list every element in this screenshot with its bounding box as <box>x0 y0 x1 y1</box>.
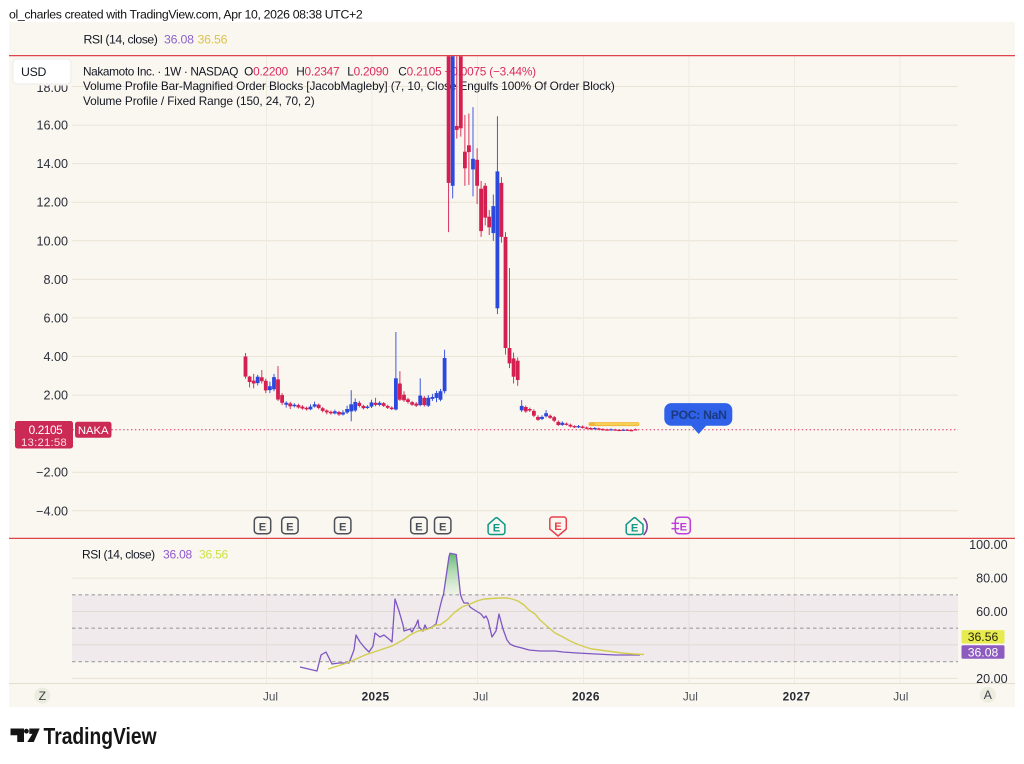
svg-text:Jul: Jul <box>473 690 488 704</box>
svg-text:Jul: Jul <box>683 690 698 704</box>
svg-text:12.00: 12.00 <box>36 196 68 210</box>
svg-text:−4.00: −4.00 <box>36 504 68 518</box>
svg-text:RSI (14, close): RSI (14, close) <box>84 33 158 47</box>
svg-text:36.08: 36.08 <box>968 645 999 659</box>
svg-text:80.00: 80.00 <box>976 572 1008 586</box>
svg-text:16.00: 16.00 <box>36 119 68 133</box>
svg-text:18.00: 18.00 <box>36 81 68 95</box>
svg-text:E: E <box>286 522 294 534</box>
svg-text:2025: 2025 <box>362 690 390 704</box>
svg-text:ol_charles created with Tradin: ol_charles created with TradingView.com,… <box>9 8 363 22</box>
svg-text:36.56: 36.56 <box>968 630 999 644</box>
svg-text:Volume Profile / Fixed Range (: Volume Profile / Fixed Range (150, 24, 7… <box>83 94 315 108</box>
svg-text:E: E <box>493 522 501 534</box>
svg-text:E: E <box>415 522 423 534</box>
svg-text:36.08: 36.08 <box>164 33 194 47</box>
svg-text:POC: NaN: POC: NaN <box>671 408 727 422</box>
svg-text:10.00: 10.00 <box>36 234 68 248</box>
svg-text:6.00: 6.00 <box>43 311 68 325</box>
svg-text:USD: USD <box>21 65 46 79</box>
svg-text:−2.00: −2.00 <box>36 466 68 480</box>
svg-text:13:21:58: 13:21:58 <box>21 437 67 449</box>
svg-text:2027: 2027 <box>783 690 811 704</box>
svg-text:NAKA: NAKA <box>78 425 109 437</box>
svg-text:RSI (14, close): RSI (14, close) <box>82 547 155 561</box>
svg-text:TradingView: TradingView <box>44 723 157 749</box>
svg-text:A: A <box>984 688 993 702</box>
svg-text:36.56: 36.56 <box>198 33 228 47</box>
svg-text:Volume Profile Bar-Magnified O: Volume Profile Bar-Magnified Order Block… <box>83 79 615 93</box>
svg-text:E: E <box>259 522 267 534</box>
svg-text:100.00: 100.00 <box>969 538 1008 552</box>
svg-text:14.00: 14.00 <box>36 157 68 171</box>
svg-text:36.08: 36.08 <box>163 547 193 561</box>
svg-text:E: E <box>554 521 562 533</box>
svg-text:36.56: 36.56 <box>199 547 229 561</box>
svg-text:E: E <box>339 522 347 534</box>
svg-text:20.00: 20.00 <box>976 672 1008 686</box>
svg-text:2.00: 2.00 <box>43 389 68 403</box>
svg-text:4.00: 4.00 <box>43 350 68 364</box>
svg-text:Z: Z <box>39 689 47 703</box>
svg-text:0.2105: 0.2105 <box>29 423 64 437</box>
svg-text:E: E <box>439 522 447 534</box>
svg-text:E: E <box>680 522 688 534</box>
svg-text:2026: 2026 <box>572 690 600 704</box>
svg-text:8.00: 8.00 <box>43 273 68 287</box>
svg-text:E: E <box>631 522 639 534</box>
svg-text:60.00: 60.00 <box>976 605 1008 619</box>
svg-text:Jul: Jul <box>263 690 278 704</box>
svg-text:Jul: Jul <box>893 690 908 704</box>
